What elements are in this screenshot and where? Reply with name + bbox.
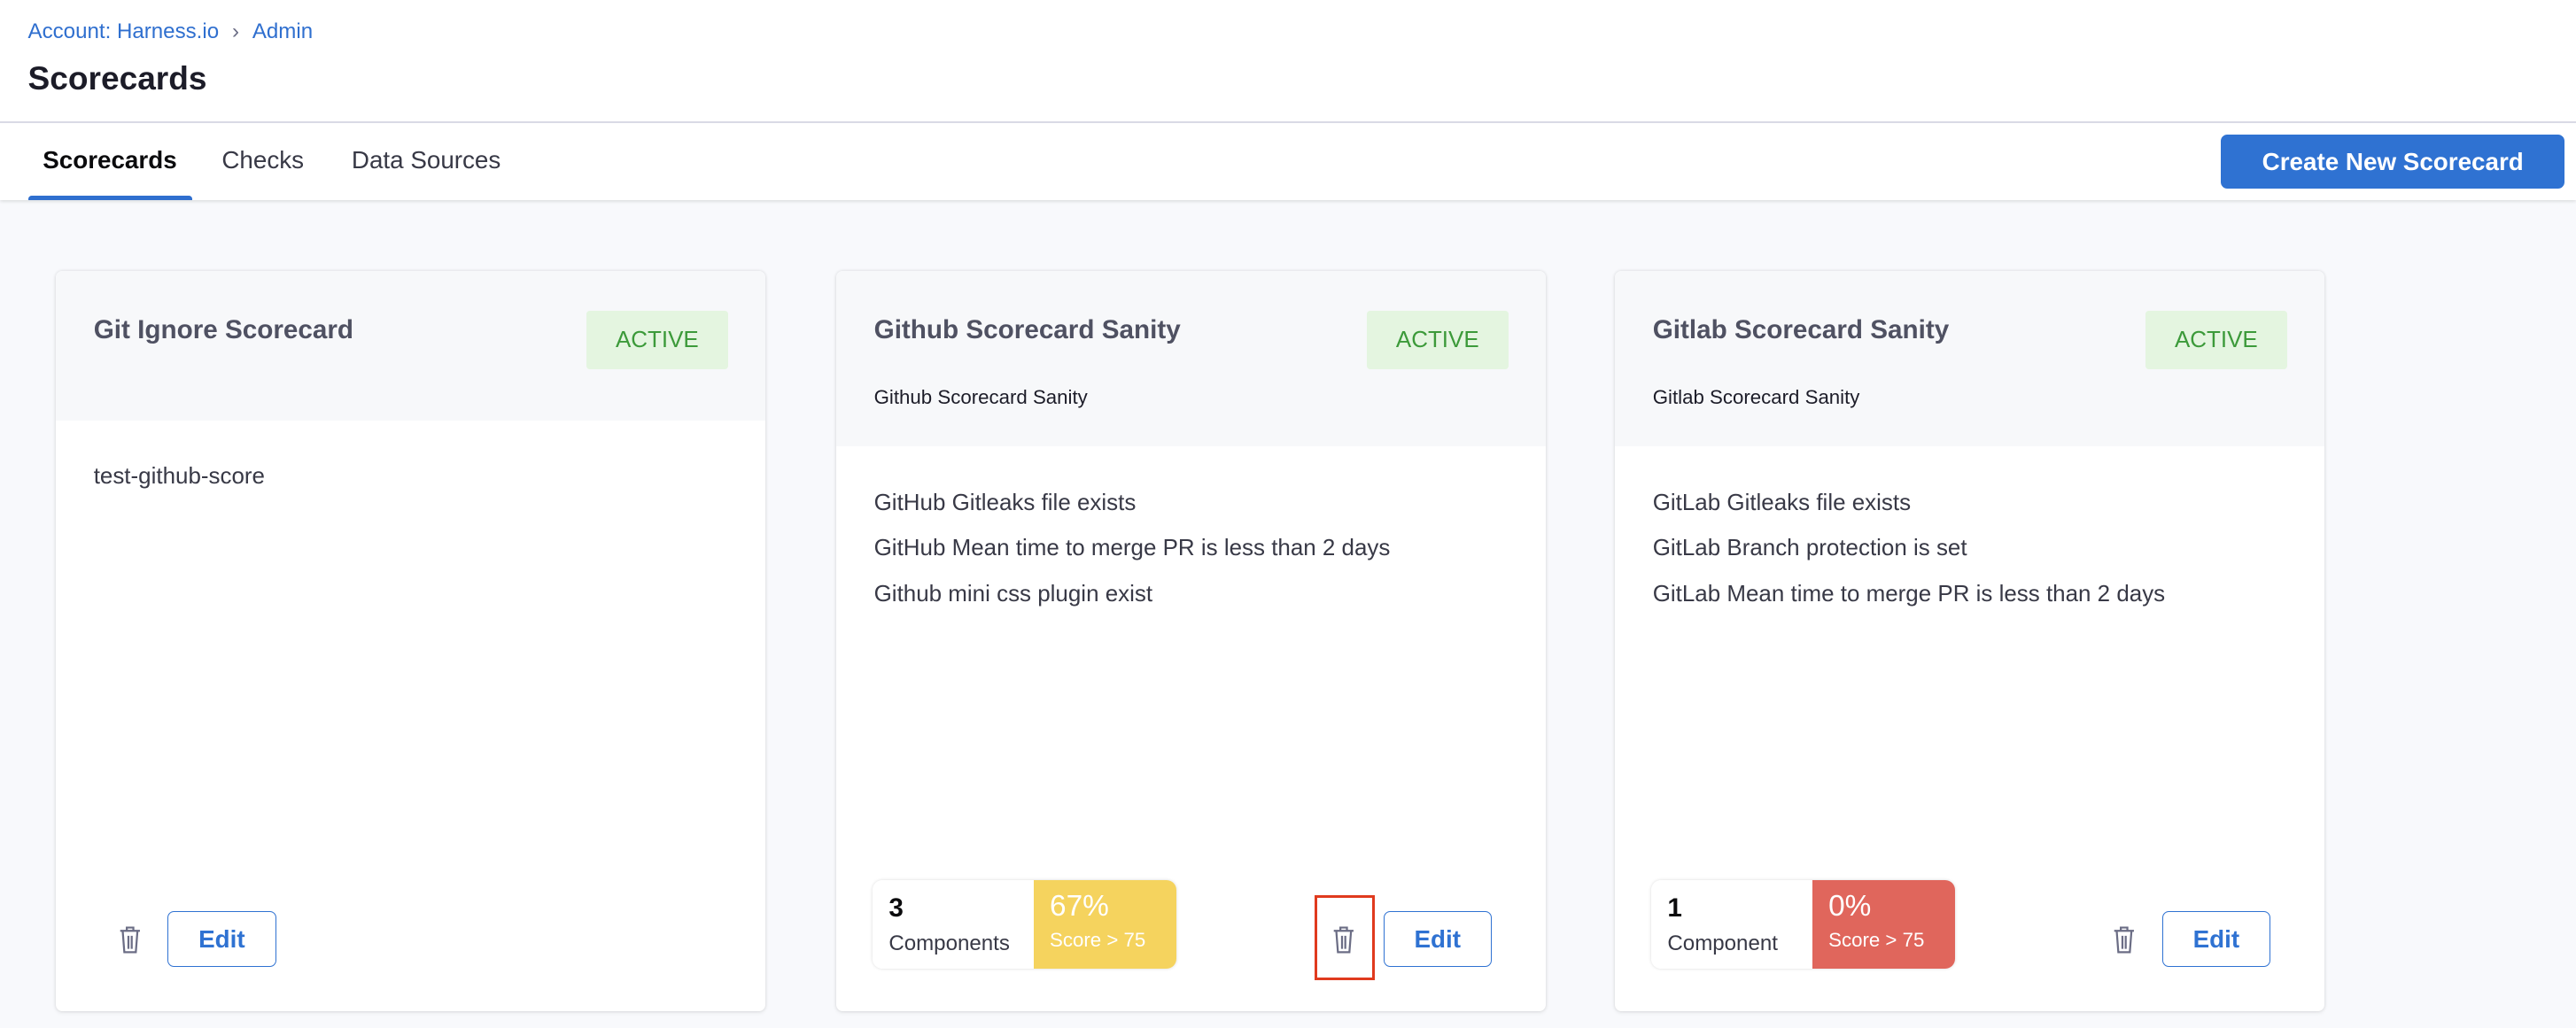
tab-scorecards[interactable]: Scorecards [43, 146, 177, 174]
divider [0, 121, 2576, 124]
page-title: Scorecards [27, 58, 207, 97]
check-item: GitHub Gitleaks file exists [873, 488, 1137, 515]
edit-button[interactable]: Edit [2161, 911, 2271, 968]
check-item: GitHub Mean time to merge PR is less tha… [873, 534, 1391, 561]
check-item: GitLab Mean time to merge PR is less tha… [1652, 580, 2166, 607]
status-badge: ACTIVE [1367, 310, 1509, 370]
edit-button[interactable]: Edit [1383, 911, 1492, 968]
status-badge: ACTIVE [2145, 310, 2287, 370]
check-list: test-github-score [56, 421, 765, 499]
card-header: Git Ignore Scorecard ACTIVE [56, 271, 766, 421]
check-item: test-github-score [93, 461, 265, 489]
card-subtitle: Gitlab Scorecard Sanity [1652, 385, 1860, 408]
breadcrumb: Account: Harness.io › Admin [28, 19, 314, 44]
check-item: Github mini css plugin exist [873, 580, 1153, 607]
card-header: Gitlab Scorecard Sanity ACTIVE Gitlab Sc… [1615, 271, 2325, 447]
score-threshold: Score > 75 [1828, 928, 1925, 951]
page-header: Account: Harness.io › Admin Scorecards Sco… [0, 0, 2576, 201]
highlight-box [1314, 894, 1376, 981]
card-subtitle: Github Scorecard Sanity [873, 385, 1088, 408]
active-tab-indicator [27, 195, 192, 201]
check-item: GitLab Branch protection is set [1652, 534, 1967, 561]
scorecard-card: Git Ignore Scorecard ACTIVE test-github-… [56, 271, 766, 1012]
components-count: 1 [1667, 893, 1682, 923]
check-list: GitHub Gitleaks file exists GitHub Mean … [836, 446, 1546, 617]
check-item: GitLab Gitleaks file exists [1652, 488, 1912, 515]
tab-checks[interactable]: Checks [221, 146, 305, 174]
score-threshold: Score > 75 [1050, 928, 1146, 951]
score-summary: 3 Components 67% Score > 75 [872, 880, 1176, 970]
card-header: Github Scorecard Sanity ACTIVE Github Sc… [835, 271, 1547, 447]
score-summary: 1 Component 0% Score > 75 [1650, 880, 1955, 970]
check-list: GitLab Gitleaks file exists GitLab Branc… [1615, 446, 2324, 617]
card-title: Github Scorecard Sanity [873, 315, 1181, 345]
card-title: Git Ignore Scorecard [93, 315, 354, 345]
components-label: Component [1667, 931, 1778, 956]
score-percent: 0% [1828, 890, 1872, 924]
trash-icon[interactable] [2111, 923, 2138, 955]
status-badge: ACTIVE [586, 310, 728, 370]
create-new-scorecard-button[interactable]: Create New Scorecard [2221, 135, 2565, 189]
card-title: Gitlab Scorecard Sanity [1652, 315, 1950, 345]
components-count: 3 [888, 893, 904, 923]
tab-data-sources[interactable]: Data Sources [351, 146, 501, 174]
breadcrumb-account[interactable]: Account: Harness.io [27, 19, 220, 44]
components-label: Components [888, 931, 1010, 956]
breadcrumb-admin[interactable]: Admin [252, 19, 314, 44]
scorecard-card: Gitlab Scorecard Sanity ACTIVE Gitlab Sc… [1615, 271, 2325, 1012]
scorecard-card: Github Scorecard Sanity ACTIVE Github Sc… [835, 271, 1547, 1012]
trash-icon[interactable] [1331, 923, 1357, 955]
chevron-right-icon: › [231, 19, 239, 44]
score-percent: 67% [1050, 890, 1109, 924]
trash-icon[interactable] [117, 923, 144, 955]
edit-button[interactable]: Edit [167, 911, 276, 968]
